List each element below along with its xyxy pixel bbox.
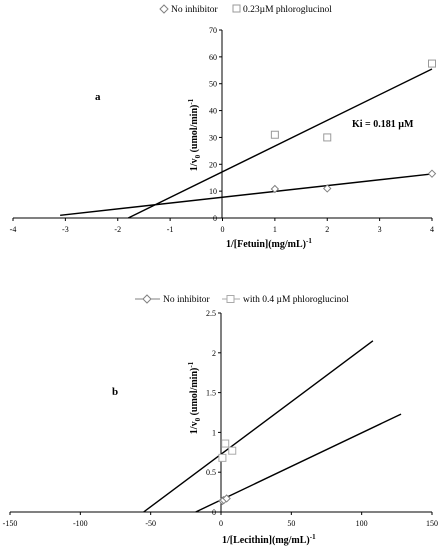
fit-line-no-inhibitor-a [60,173,433,217]
x-tick-label-a: 1 [273,225,277,234]
fit-lines-b [143,340,402,513]
y-tick-label-b: 2 [212,349,216,358]
x-tick-label-a: -1 [167,225,174,234]
y-tick-label-b: 1 [212,428,216,437]
data-point-phloroglucinol-b [218,453,227,462]
x-ticks-a: -4 -3 -2 -1 0 1 2 3 4 [10,218,434,234]
legend-marker-phloroglucinol-b [226,295,235,303]
x-tick-label-b: -100 [73,519,88,528]
data-point-phloroglucinol-a [323,133,332,142]
y-tick-label-a: 30 [209,133,217,142]
data-point-no-inhibitor-a [427,169,437,178]
legend-b: No inhibitor with 0.4 µM phloroglucinol [135,294,349,305]
y-axis-label-b: 1/v0 (umol/min)-1 [187,361,202,434]
chart-a: No inhibitor 0.23µM phloroglucinol -4 -3-… [10,4,437,250]
data-point-phloroglucinol-b [228,446,237,455]
data-point-no-inhibitor-a [270,184,280,194]
fit-line-phloroglucinol-b [143,340,374,513]
legend-a: No inhibitor 0.23µM phloroglucinol [159,4,332,15]
y-tick-label-b: 1.5 [206,389,216,398]
x-tick-label-a: 0 [221,225,225,234]
fit-line-no-inhibitor-b [195,413,402,513]
data-point-phloroglucinol-a [428,59,436,68]
data-point-no-inhibitor-b [222,494,231,503]
legend-marker-phloroglucinol-a [232,4,241,13]
y-tick-label-a: 40 [209,107,217,116]
x-tick-label-b: 100 [356,519,368,528]
legend-marker-no-inhibitor-a [159,4,169,14]
points-a [270,59,437,194]
y-tick-label-b: 0.5 [206,468,216,477]
x-axis-label-a: 1/[Fetuin](mg/mL)-1 [226,237,312,250]
legend-label-no-inhibitor-b: No inhibitor [163,295,211,305]
x-tick-label-b: -50 [145,519,156,528]
fit-lines-a [60,68,433,219]
y-tick-label-b: 2.5 [206,309,216,318]
panel-label-a: a [95,91,101,103]
y-tick-label-a: 60 [209,53,217,62]
ki-annotation: Ki = 0.181 µM [352,119,414,130]
data-point-no-inhibitor-a [323,184,332,193]
y-tick-label-a: 70 [209,26,217,35]
chart-b: No inhibitor with 0.4 µM phloroglucinol … [3,294,438,546]
y-tick-label-a: 50 [209,80,217,89]
y-axis-label-a: 1/v0 (umol/min)-1 [187,98,202,171]
x-tick-label-a: 3 [378,225,382,234]
y-tick-label-a: 0 [213,214,217,223]
legend-label-phloroglucinol-b: with 0.4 µM phloroglucinol [243,295,349,305]
data-point-phloroglucinol-a [270,130,279,139]
legend-marker-no-inhibitor-b [142,294,152,304]
x-tick-label-a: -3 [62,225,69,234]
x-tick-label-b: 150 [426,519,438,528]
y-tick-label-a: 10 [209,187,217,196]
x-tick-label-b: -150 [3,519,18,528]
x-axis-label-b: 1/[Lecithin](mg/mL)-1 [222,533,316,546]
y-tick-label-a: 20 [209,160,217,169]
x-tick-label-a: 2 [325,225,329,234]
y-ticks-b: 0 0.5 1 1.5 2 2.5 [206,309,221,517]
x-tick-label-a: -2 [114,225,121,234]
legend-label-phloroglucinol-a: 0.23µM phloroglucinol [243,5,332,15]
x-tick-label-b: 50 [287,519,295,528]
y-tick-label-b: 0 [212,508,216,517]
legend-label-no-inhibitor-a: No inhibitor [171,5,219,15]
x-tick-label-a: -4 [10,225,17,234]
fit-line-phloroglucinol-a [127,68,433,219]
x-tick-label-a: 4 [430,225,434,234]
data-point-phloroglucinol-b [221,439,230,448]
panel-label-b: b [112,386,118,398]
x-ticks-b: -150 -100 -50 0 50 100 150 [3,512,438,528]
x-tick-label-b: 0 [219,519,223,528]
points-b [218,439,237,506]
y-ticks-a: 0 10 20 30 40 50 60 70 [209,26,222,223]
